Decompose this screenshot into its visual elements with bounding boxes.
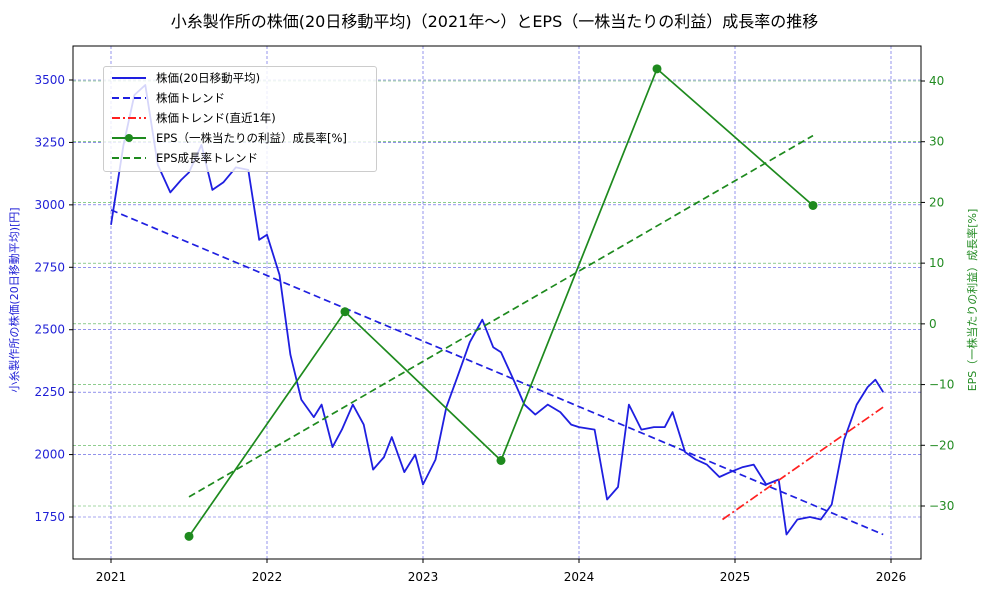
x-tick-label: 2021 xyxy=(96,570,127,584)
x-tick-label: 2026 xyxy=(876,570,907,584)
recent-trend-line xyxy=(722,406,884,521)
price-trend-line xyxy=(110,209,884,536)
eps-marker xyxy=(652,64,662,74)
right-tick-label: 20 xyxy=(929,195,944,209)
x-tick-label: 2022 xyxy=(252,570,283,584)
left-tick-label: 3000 xyxy=(34,198,65,212)
x-tick-label: 2024 xyxy=(564,570,595,584)
x-tick-label: 2025 xyxy=(720,570,751,584)
left-tick-label: 1750 xyxy=(34,510,65,524)
left-tick-label: 3250 xyxy=(34,135,65,149)
chart-title: 小糸製作所の株価(20日移動平均)（2021年〜）とEPS（一株当たりの利益）成… xyxy=(170,12,819,31)
dashed-line-icon xyxy=(112,97,146,99)
eps-marker xyxy=(808,200,818,210)
legend: 株価(20日移動平均) 株価トレンド 株価トレンド(直近1年) EPS（一株当た… xyxy=(103,66,377,172)
legend-item-eps-trend: EPS成長率トレンド xyxy=(112,149,258,167)
right-axis-label: EPS（一株当たりの利益）成長率[%] xyxy=(966,208,979,392)
dashdot-line-icon xyxy=(112,117,146,119)
right-tick-label: −20 xyxy=(929,438,954,452)
right-tick-label: −30 xyxy=(929,499,954,513)
solid-line-icon xyxy=(112,77,146,79)
eps-trend-line xyxy=(188,134,814,498)
legend-item-price: 株価(20日移動平均) xyxy=(112,69,260,87)
left-tick-label: 2250 xyxy=(34,385,65,399)
eps-marker xyxy=(184,531,194,541)
legend-item-eps: EPS（一株当たりの利益）成長率[%] xyxy=(112,129,347,147)
right-tick-label: 0 xyxy=(929,317,937,331)
left-tick-label: 2750 xyxy=(34,260,65,274)
eps-marker xyxy=(340,307,350,317)
left-tick-label: 2000 xyxy=(34,448,65,462)
right-tick-label: 30 xyxy=(929,135,944,149)
marker-line-icon xyxy=(112,134,146,142)
x-tick-label: 2023 xyxy=(408,570,439,584)
eps-marker xyxy=(496,455,506,465)
right-tick-label: −10 xyxy=(929,378,954,392)
left-axis-label: 小糸製作所の株価(20日移動平均)[円] xyxy=(8,207,21,393)
right-tick-label: 40 xyxy=(929,74,944,88)
legend-item-recent-trend: 株価トレンド(直近1年) xyxy=(112,109,276,127)
right-tick-label: 10 xyxy=(929,256,944,270)
dashed-line-icon xyxy=(112,157,146,159)
plot-frame xyxy=(72,45,922,560)
left-tick-label: 2500 xyxy=(34,323,65,337)
left-tick-label: 3500 xyxy=(34,73,65,87)
legend-item-price-trend: 株価トレンド xyxy=(112,89,225,107)
